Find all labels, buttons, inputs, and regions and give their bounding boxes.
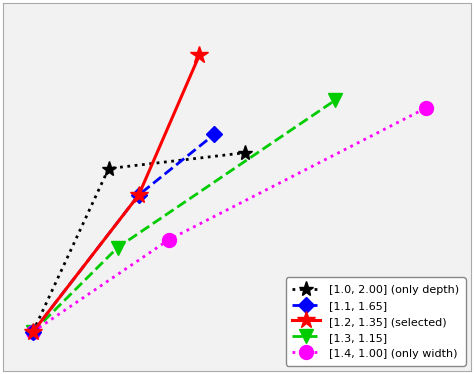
Line: [1.0, 2.00] (only depth): [1.0, 2.00] (only depth): [26, 145, 252, 339]
[1.1, 1.65]: [30, 329, 36, 334]
[1.2, 1.35] (selected): [30, 329, 36, 334]
[1.0, 2.00] (only depth): [242, 151, 247, 155]
[1.3, 1.15]: [30, 329, 36, 334]
Line: [1.2, 1.35] (selected): [1.2, 1.35] (selected): [24, 46, 208, 341]
[1.4, 1.00] (only width): [30, 329, 36, 334]
[1.4, 1.00] (only width): [423, 106, 428, 110]
[1.2, 1.35] (selected): [196, 53, 202, 58]
[1.0, 2.00] (only depth): [30, 329, 36, 334]
[1.1, 1.65]: [136, 193, 142, 197]
Line: [1.3, 1.15]: [1.3, 1.15]: [26, 93, 342, 339]
[1.0, 2.00] (only depth): [106, 166, 111, 171]
[1.1, 1.65]: [211, 132, 217, 137]
[1.3, 1.15]: [115, 245, 120, 250]
[1.2, 1.35] (selected): [136, 193, 142, 197]
Line: [1.4, 1.00] (only width): [1.4, 1.00] (only width): [26, 101, 433, 339]
[1.4, 1.00] (only width): [166, 237, 172, 242]
Line: [1.1, 1.65]: [1.1, 1.65]: [27, 129, 220, 337]
[1.3, 1.15]: [332, 98, 338, 102]
Legend: [1.0, 2.00] (only depth), [1.1, 1.65], [1.2, 1.35] (selected), [1.3, 1.15], [1.4: [1.0, 2.00] (only depth), [1.1, 1.65], […: [285, 278, 465, 366]
